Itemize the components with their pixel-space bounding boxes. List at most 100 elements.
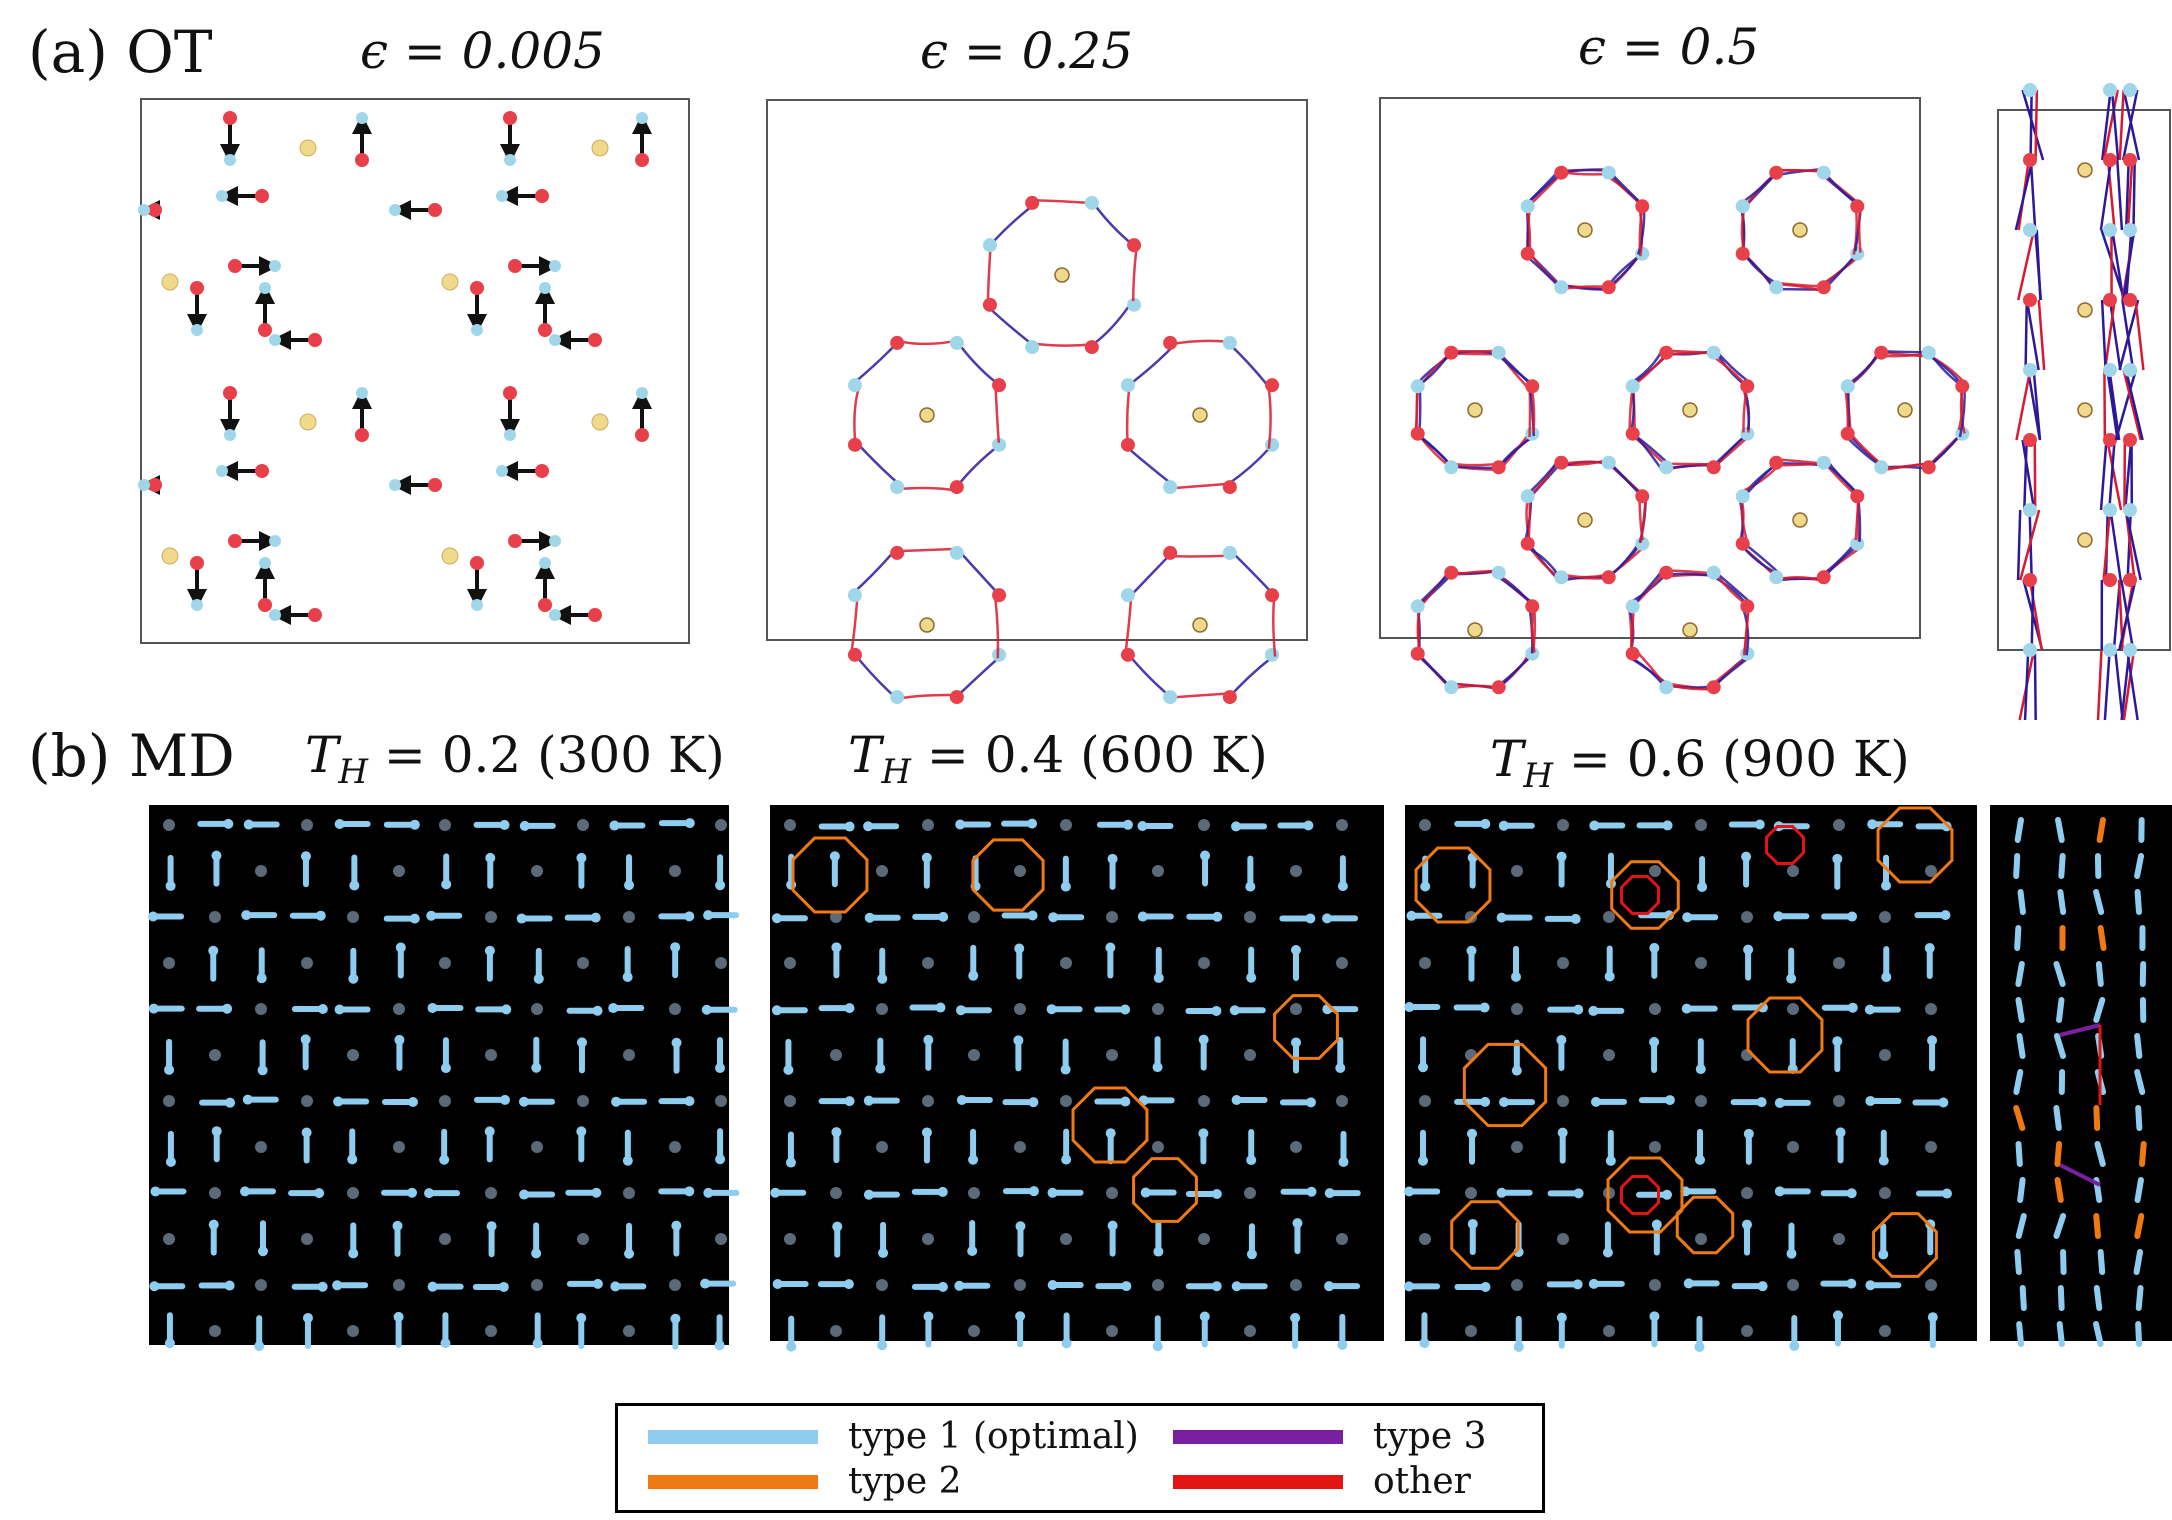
- md-hbond: [2013, 853, 2021, 879]
- oxygen-atom: [228, 259, 242, 273]
- ot-trajectory: [2124, 509, 2142, 581]
- md-arrowhead: [519, 820, 530, 831]
- ion-atom: [1467, 402, 1483, 418]
- oxygen-atom: [1706, 460, 1721, 475]
- md-arrowhead: [1107, 853, 1118, 864]
- md-arrowhead: [1786, 1248, 1797, 1259]
- md-arrowhead: [1246, 1155, 1257, 1166]
- oxygen-atom: [470, 556, 484, 570]
- md-hbond: [2057, 889, 2067, 915]
- md-ion: [1557, 819, 1569, 831]
- md-arrowhead: [1229, 1005, 1240, 1016]
- hydrogen-atom: [1921, 345, 1936, 360]
- md-arrowhead: [1418, 1155, 1429, 1166]
- md-arrowhead: [392, 1220, 403, 1231]
- md-arrowhead: [1499, 1097, 1510, 1108]
- hydrogen-atom: [496, 465, 508, 477]
- md-arrowhead: [1404, 1186, 1415, 1197]
- md-arrowhead: [1137, 821, 1148, 832]
- md-ion: [393, 1003, 405, 1015]
- md-hbond: [2134, 853, 2145, 879]
- ot-trajectory: [2019, 509, 2041, 581]
- md-arrowhead: [1046, 1004, 1057, 1015]
- hydrogen-atom: [1554, 280, 1569, 295]
- oxygen-atom: [1874, 345, 1889, 360]
- md-arrowhead: [243, 819, 254, 830]
- hydrogen-atom: [504, 154, 516, 166]
- hydrogen-atom: [1120, 378, 1135, 393]
- md-arrowhead: [772, 1279, 783, 1290]
- ion-atom: [591, 139, 609, 157]
- md-ion: [669, 1279, 681, 1291]
- atom: [2103, 83, 2117, 97]
- md-arrowhead: [1140, 1187, 1151, 1198]
- md-ion: [347, 911, 359, 923]
- oxygen-atom: [1265, 378, 1280, 393]
- md-ion: [1879, 1325, 1891, 1337]
- oxygen-atom: [1625, 646, 1640, 661]
- md-arrowhead: [1335, 1063, 1346, 1074]
- md-ion: [163, 1233, 175, 1245]
- md-ion: [1465, 1325, 1477, 1337]
- hydrogen-atom: [549, 609, 561, 621]
- md-arrowhead: [484, 945, 495, 956]
- hydrogen-atom: [1659, 680, 1674, 695]
- ion-atom: [2077, 402, 2093, 418]
- md-ion: [347, 1049, 359, 1061]
- md-arrowhead: [937, 1186, 948, 1197]
- oxygen-atom: [508, 534, 522, 548]
- md-arrowhead: [516, 913, 527, 924]
- md-arrowhead: [1153, 1246, 1164, 1257]
- md-arrowhead: [576, 1312, 587, 1323]
- md-arrowhead: [1511, 1065, 1522, 1076]
- md-arrowhead: [1013, 1035, 1024, 1046]
- atom: [2123, 153, 2137, 167]
- md-arrowhead: [921, 852, 932, 863]
- md-arrowhead: [1695, 1154, 1706, 1165]
- hydrogen-atom: [1840, 379, 1855, 394]
- md-arrowhead: [1107, 1220, 1118, 1231]
- md-ion: [1060, 819, 1072, 831]
- md-panel-side-view: [1990, 805, 2172, 1347]
- md-ion: [255, 865, 267, 877]
- md-arrowhead: [407, 1187, 418, 1198]
- md-hbond: [2053, 1213, 2067, 1239]
- md-ion: [968, 1325, 980, 1337]
- md-ion: [1152, 1279, 1164, 1291]
- md-arrowhead: [1306, 1186, 1317, 1197]
- md-ion: [1106, 1325, 1118, 1337]
- hydrogen-atom: [1491, 565, 1506, 580]
- hydrogen-atom: [539, 282, 551, 294]
- ion-atom: [1192, 617, 1208, 633]
- md-arrowhead: [877, 973, 888, 984]
- hydrogen-atom: [191, 599, 203, 611]
- ot-trajectory: [2034, 229, 2043, 301]
- md-hbond: [2053, 1105, 2062, 1131]
- ot-trajectory: [2021, 439, 2036, 511]
- md-hbond: [2056, 997, 2065, 1023]
- ot-trajectory: [2017, 229, 2036, 301]
- md-ion: [830, 1325, 842, 1337]
- md-ion: [1511, 1279, 1523, 1291]
- md-arrowhead: [1337, 881, 1348, 892]
- oxygen-atom: [355, 153, 369, 167]
- hydrogen-atom: [1625, 599, 1640, 614]
- md-arrowhead: [877, 1340, 888, 1351]
- md-arrowhead: [863, 1189, 874, 1200]
- md-ion: [1336, 819, 1348, 831]
- hydrogen-atom: [1874, 460, 1889, 475]
- md-hbond: [2096, 817, 2106, 843]
- md-ion: [1649, 1141, 1661, 1153]
- md-arrowhead: [967, 1246, 978, 1257]
- md-ion: [1695, 1233, 1707, 1245]
- md-arrowhead: [843, 1279, 854, 1290]
- md-arrowhead: [1835, 1127, 1846, 1138]
- md-ion: [1925, 1003, 1937, 1015]
- md-arrowhead: [148, 911, 159, 922]
- oxygen-atom: [635, 153, 649, 167]
- ion-atom: [1792, 512, 1808, 528]
- atom: [2023, 363, 2037, 377]
- md-defect-bond: [1606, 1156, 1684, 1234]
- md-ion: [209, 1325, 221, 1337]
- hydrogen-atom: [269, 260, 281, 272]
